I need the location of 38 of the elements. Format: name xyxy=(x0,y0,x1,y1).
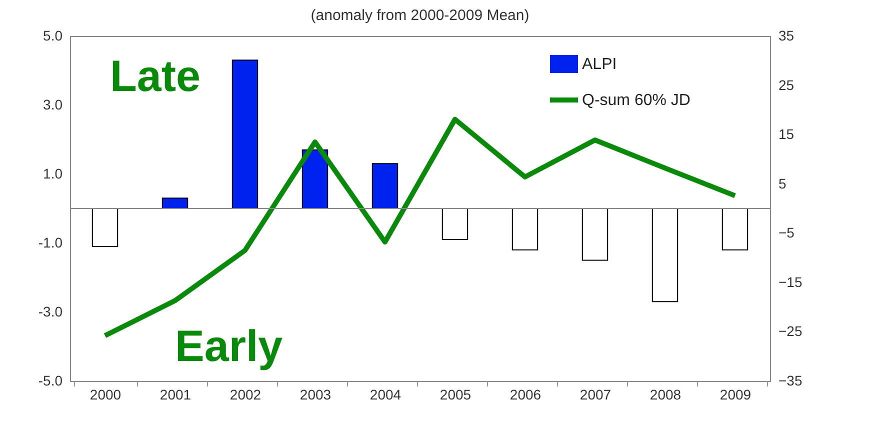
y2-tick-label: 25 xyxy=(778,76,794,93)
y-tick-label: 5.0 xyxy=(43,28,63,44)
bar xyxy=(582,208,608,261)
y2-tick-label: −25 xyxy=(778,323,802,340)
annotation: Late xyxy=(110,52,200,101)
bar xyxy=(722,208,748,250)
y2-tick-label: −5 xyxy=(778,224,795,241)
x-tick-label: 2007 xyxy=(580,386,612,402)
y-tick-label: -1.0 xyxy=(38,234,63,250)
y-tick-label: -3.0 xyxy=(38,304,63,320)
y2-tick-label: 35 xyxy=(778,28,794,44)
bar xyxy=(232,60,258,209)
bar xyxy=(442,208,468,240)
x-tick-label: 2006 xyxy=(510,386,542,402)
annotation: Early xyxy=(175,322,284,371)
y2-tick-label: 15 xyxy=(778,126,794,142)
y-tick-label: -5.0 xyxy=(38,372,63,388)
legend-label: ALPI xyxy=(582,56,617,73)
x-tick-label: 2005 xyxy=(440,386,472,402)
bar xyxy=(372,163,398,209)
y-tick-label: 3.0 xyxy=(43,96,63,112)
x-tick-label: 2001 xyxy=(160,386,192,402)
x-tick-label: 2000 xyxy=(90,386,122,402)
bar xyxy=(652,208,678,302)
x-tick-label: 2008 xyxy=(650,386,682,402)
bar xyxy=(512,208,538,250)
x-tick-label: 2002 xyxy=(230,386,262,402)
y2-tick-label: −35 xyxy=(778,372,802,388)
bar xyxy=(162,198,188,209)
x-tick-label: 2003 xyxy=(300,386,332,402)
y2-tick-label: 5 xyxy=(778,175,786,192)
y-tick-label: 1.0 xyxy=(43,166,63,182)
legend-label: Q-sum 60% JD xyxy=(582,92,690,109)
bar xyxy=(92,208,118,247)
y2-tick-label: −15 xyxy=(778,274,802,290)
x-tick-label: 2004 xyxy=(370,386,402,402)
chart-title: (anomaly from 2000-2009 Mean) xyxy=(310,7,530,24)
x-tick-label: 2009 xyxy=(720,386,752,402)
